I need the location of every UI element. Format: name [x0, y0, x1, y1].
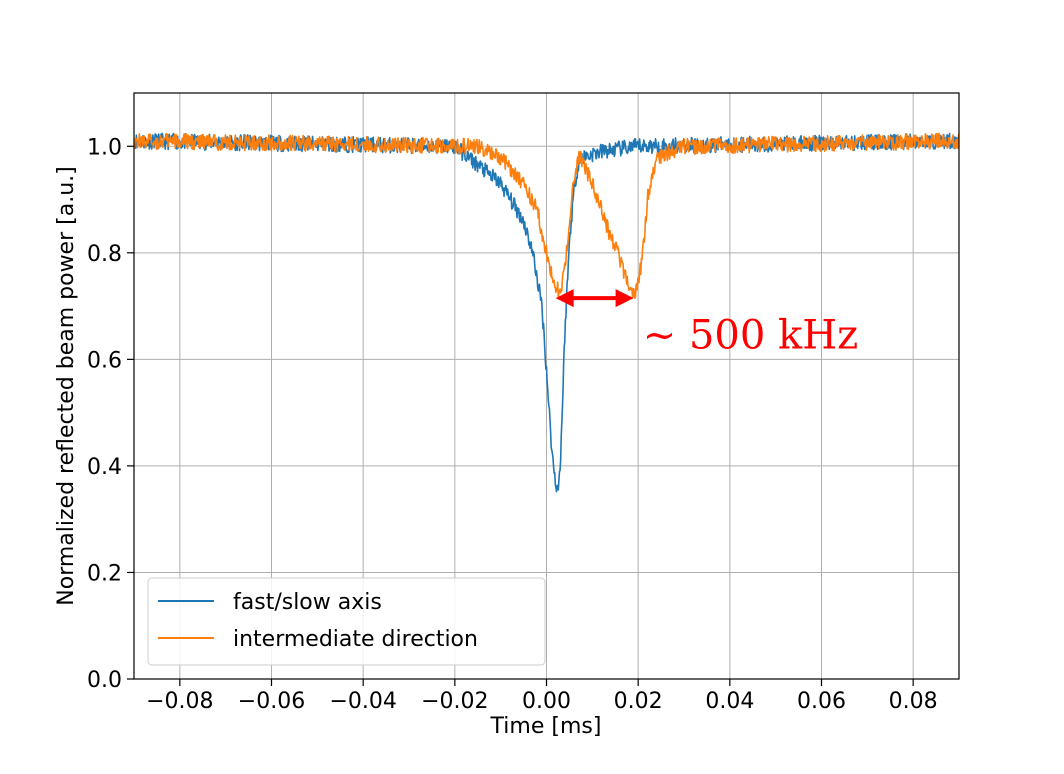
y-tick-label: 0.2: [87, 561, 122, 586]
y-tick-label: 0.4: [87, 455, 122, 480]
x-tick-label: 0.08: [889, 689, 938, 714]
annotation-arrow-head-right: [615, 289, 634, 308]
y-tick-label: 0.0: [87, 668, 122, 693]
x-tick-label: −0.04: [329, 689, 396, 714]
x-tick-label: −0.08: [146, 689, 213, 714]
annotation-arrow-head-left: [555, 289, 574, 308]
ticks: −0.08 −0.06 −0.04 −0.02 0.00 0.02 0.04 0.06 0.08…: [87, 135, 938, 714]
x-tick-label: −0.06: [238, 689, 305, 714]
x-tick-label: 0.00: [522, 689, 571, 714]
x-tick-label: 0.04: [705, 689, 754, 714]
y-tick-label: 0.8: [87, 242, 122, 267]
x-axis-label: Time [ms]: [490, 714, 602, 739]
x-tick-label: 0.02: [614, 689, 663, 714]
y-axis-label: Normalized reflected beam power [a.u.]: [54, 166, 79, 605]
legend-box: [147, 577, 546, 666]
legend-label: intermediate direction: [233, 627, 478, 652]
series-line: [134, 132, 959, 299]
legend-label: fast/slow axis: [233, 590, 382, 615]
x-tick-label: 0.06: [797, 689, 846, 714]
series-layer: [134, 132, 959, 493]
x-tick-label: −0.02: [421, 689, 488, 714]
y-tick-label: 1.0: [87, 135, 122, 160]
annotation-label: ~ 500 kHz: [643, 313, 859, 359]
annotations: ~ 500 kHz: [555, 289, 859, 359]
legend: fast/slow axis intermediate direction: [147, 577, 546, 666]
y-tick-label: 0.6: [87, 348, 122, 373]
